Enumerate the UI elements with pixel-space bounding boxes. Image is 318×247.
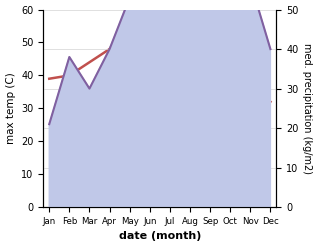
Y-axis label: max temp (C): max temp (C) — [5, 72, 16, 144]
X-axis label: date (month): date (month) — [119, 231, 201, 242]
Y-axis label: med. precipitation (kg/m2): med. precipitation (kg/m2) — [302, 43, 313, 174]
